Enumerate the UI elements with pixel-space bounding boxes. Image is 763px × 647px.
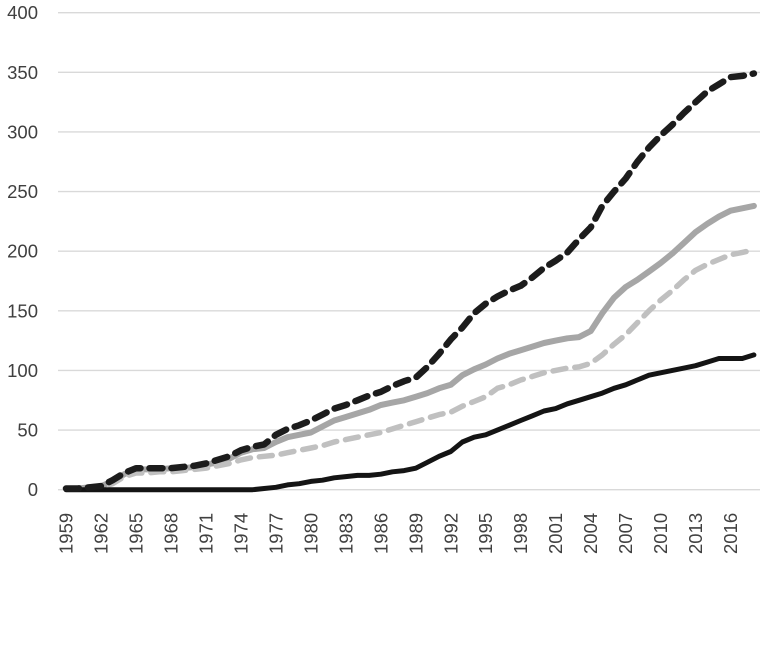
x-tick-label: 1977	[265, 513, 286, 554]
series-line-modifications	[63, 247, 757, 492]
y-tick-label: 150	[7, 300, 38, 321]
y-tick-label: 250	[7, 181, 38, 202]
x-tick-label: 1965	[125, 513, 146, 554]
x-tick-label: 1983	[335, 513, 356, 554]
y-tick-label: 50	[17, 420, 38, 441]
y-tick-label: 0	[28, 479, 38, 500]
x-tick-label: 2013	[685, 513, 706, 554]
x-tick-label: 2010	[650, 513, 671, 554]
y-tick-label: 100	[7, 360, 38, 381]
x-tick-label: 1962	[90, 513, 111, 554]
x-tick-label: 2016	[720, 513, 741, 554]
x-tick-label: 1989	[405, 513, 426, 554]
x-tick-label: 2007	[615, 513, 636, 554]
y-tick-label: 200	[7, 241, 38, 262]
series-line-regulations	[63, 202, 757, 492]
x-tick-label: 1974	[230, 513, 251, 554]
x-tick-label: 1998	[510, 513, 531, 554]
x-tick-label: 2001	[545, 513, 566, 554]
series-line-total	[62, 70, 758, 492]
x-tick-label: 1986	[370, 513, 391, 554]
x-tick-label: 2004	[580, 513, 601, 554]
x-tick-label: 1995	[475, 513, 496, 554]
x-tick-label: 1959	[56, 513, 77, 554]
y-tick-label: 300	[7, 121, 38, 142]
plot-area: 0 50 100 150 200 250 300 350 400 1959 1962 1965 1968…	[7, 2, 760, 554]
series-line-directives	[63, 352, 757, 493]
y-tick-label: 350	[7, 62, 38, 83]
x-tick-label: 1992	[440, 513, 461, 554]
chart-legend: Regulations Total number of acts (incl. …	[0, 568, 763, 647]
x-tick-label: 1980	[300, 513, 321, 554]
x-tick-label: 1968	[160, 513, 181, 554]
y-tick-label: 400	[7, 2, 38, 23]
x-tick-label: 1971	[195, 513, 216, 554]
